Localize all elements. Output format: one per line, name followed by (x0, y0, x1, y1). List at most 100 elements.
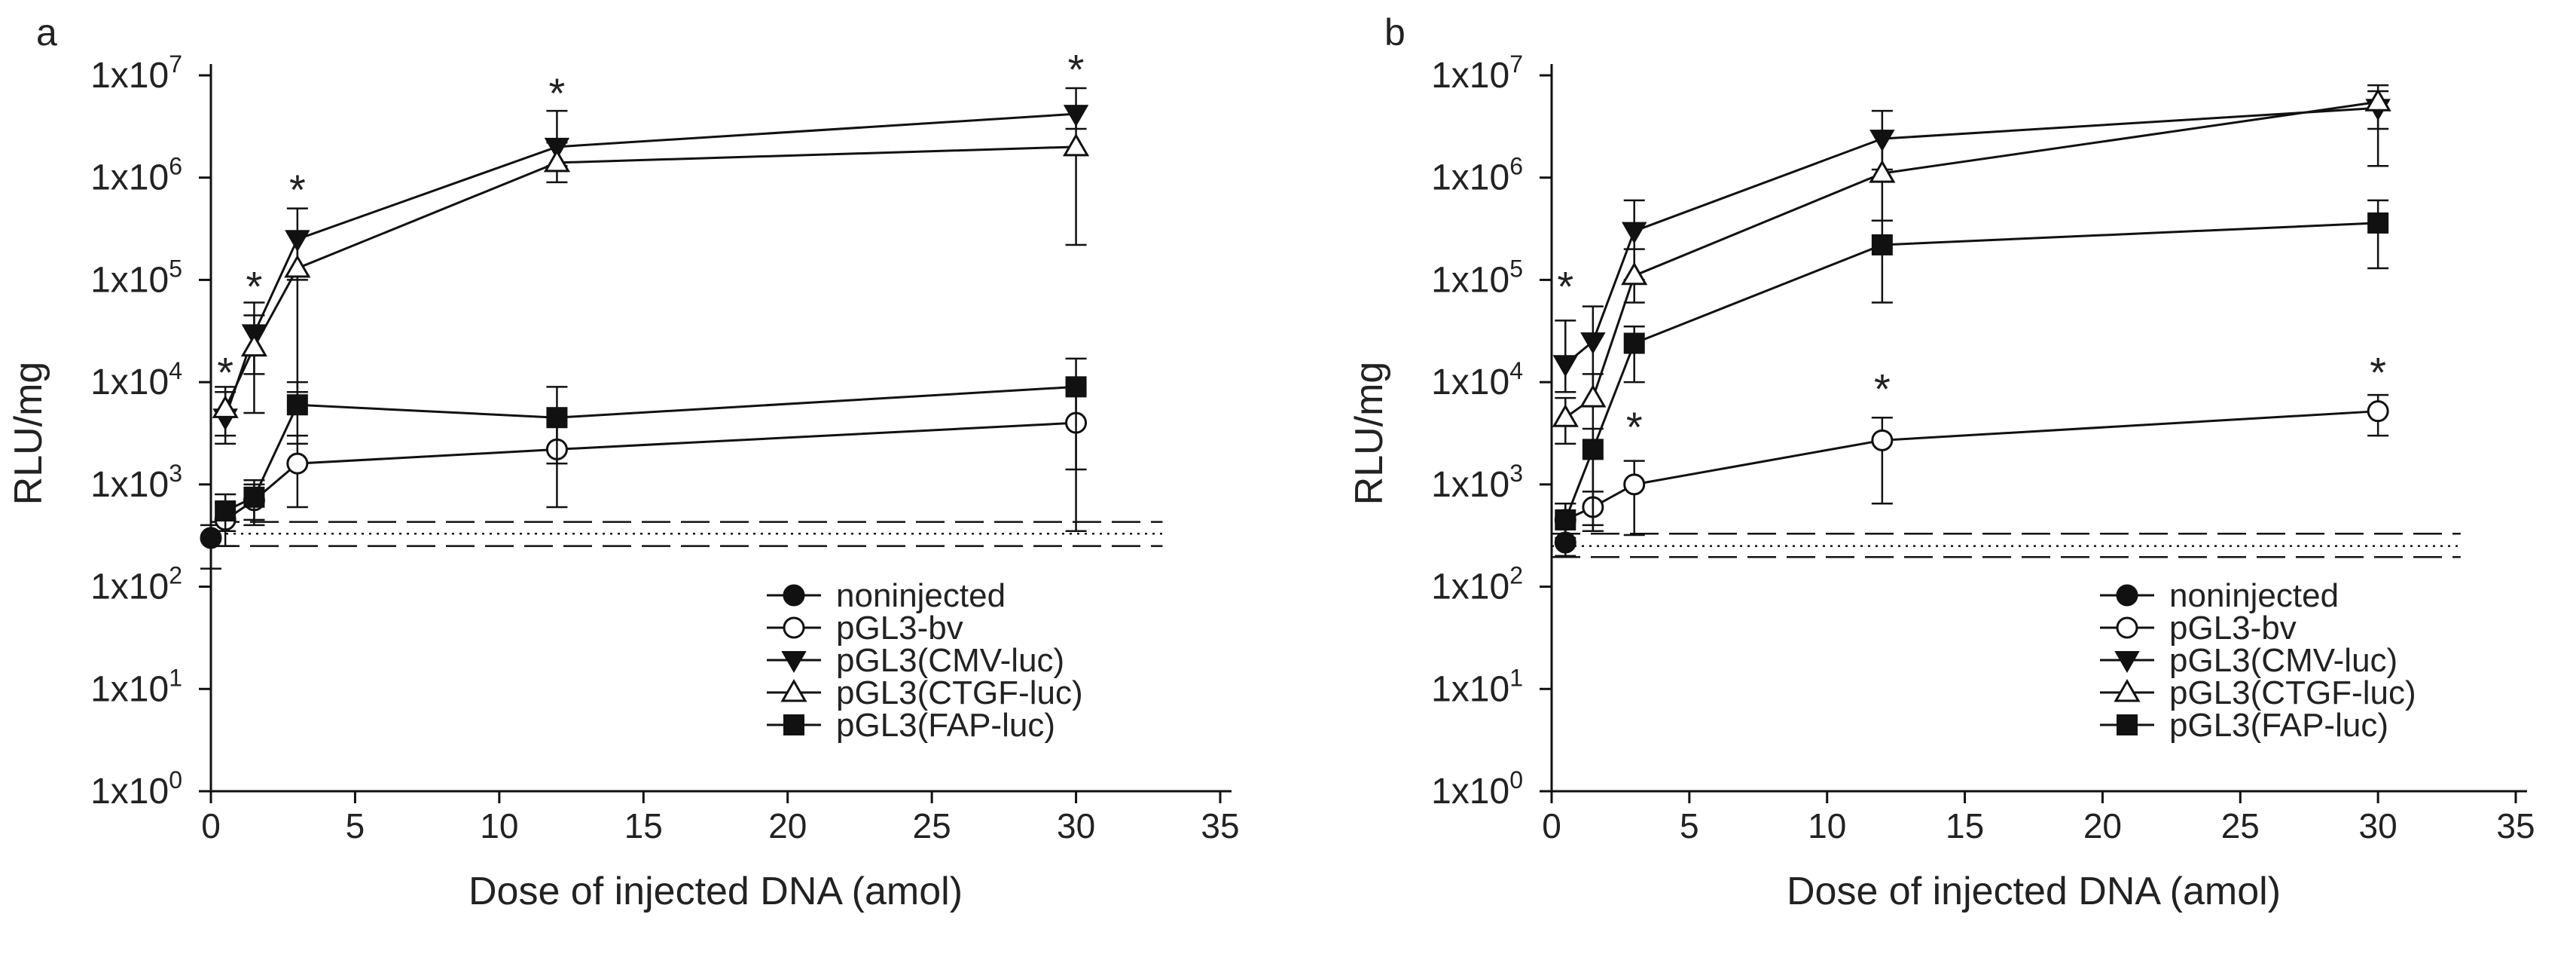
data-point (1579, 384, 1607, 408)
x-tick-label: 20 (768, 806, 807, 845)
legend-marker (783, 584, 805, 607)
y-tick-label: 1x103 (90, 460, 182, 505)
x-tick-label: 20 (2083, 806, 2122, 845)
y-tick-label: 1x105 (1431, 255, 1523, 300)
data-point (1552, 404, 1579, 427)
significance-marker: * (217, 349, 233, 396)
data-point (1552, 355, 1579, 378)
data-point (2367, 212, 2389, 234)
legend-marker (780, 678, 807, 702)
significance-marker: * (1626, 403, 1643, 451)
legend-marker (2116, 584, 2138, 607)
x-axis-label: Dose of injected DNA (amol) (469, 870, 963, 913)
x-tick-label: 30 (1057, 806, 1095, 845)
series-line (224, 145, 1076, 410)
legend-label: pGL3(CMV-luc) (836, 642, 1064, 679)
significance-marker: * (1874, 365, 1891, 412)
legend-marker (781, 651, 807, 674)
data-point (1623, 332, 1645, 354)
data-point (1580, 332, 1606, 355)
legend-label: pGL3(CTGF-luc) (836, 674, 1083, 711)
data-point (2364, 88, 2391, 112)
x-tick-label: 15 (1946, 806, 1984, 845)
y-tick-label: 1x104 (90, 357, 182, 402)
x-tick-label: 0 (201, 806, 221, 845)
x-tick-label: 10 (1808, 806, 1846, 845)
legend-marker (2114, 678, 2141, 702)
data-point (543, 148, 571, 173)
series-pGL3(CMV-luc) (1552, 90, 2391, 406)
x-tick-label: 35 (2496, 806, 2535, 845)
significance-marker: * (246, 263, 263, 310)
data-point (1871, 429, 1894, 451)
data-point (2367, 400, 2389, 423)
y-tick-label: 1x104 (1431, 357, 1523, 402)
panel-label: a (36, 11, 57, 54)
y-axis-label: RLU/mg (1348, 362, 1391, 506)
data-point (1555, 509, 1576, 530)
series-pGL3(FAP-luc) (1555, 199, 2389, 540)
legend-label: noninjected (2169, 577, 2339, 614)
legend-label: pGL3(CMV-luc) (2169, 642, 2397, 679)
x-axis-label: Dose of injected DNA (amol) (1787, 870, 2281, 913)
legend-marker (2116, 616, 2138, 639)
series-pGL3(CTGF-luc) (212, 105, 1090, 437)
legend-marker (2117, 714, 2138, 735)
y-tick-label: 1x103 (1431, 460, 1523, 505)
y-tick-label: 1x107 (90, 50, 182, 96)
y-tick-label: 1x106 (90, 153, 182, 198)
data-point (215, 500, 237, 522)
data-point (1582, 439, 1604, 460)
data-point (1062, 133, 1090, 157)
series-line (1564, 100, 2379, 419)
data-point (1871, 234, 1893, 255)
significance-marker: * (289, 166, 306, 213)
data-point (240, 333, 268, 357)
data-point (1621, 222, 1647, 244)
significance-marker: * (1557, 263, 1573, 310)
legend-label: pGL3(FAP-luc) (2169, 707, 2388, 744)
y-tick-label: 1x107 (1431, 50, 1523, 96)
chart-panel-b: b 0 5 10 15 20 25 30 35 1x100 1x101 1x102 1x103 1x104… (1348, 11, 2535, 913)
y-tick-label: 1x101 (1431, 664, 1523, 709)
series-line (1564, 106, 2379, 365)
data-point (1621, 261, 1648, 286)
significance-marker: * (2370, 349, 2386, 396)
chart-panel-a: a 0 5 10 15 20 25 30 35 1x100 1x101 1x102 1x103 1x104… (7, 11, 1240, 913)
y-tick-label: 1x105 (90, 255, 182, 300)
data-point (286, 394, 308, 416)
data-point (1065, 376, 1087, 398)
panel-label: b (1384, 11, 1406, 54)
y-axis-label: RLU/mg (7, 362, 50, 506)
series-line (1564, 410, 2379, 521)
legend-marker (783, 616, 805, 639)
legend-marker (2114, 651, 2140, 674)
y-tick-label: 1x106 (1431, 153, 1523, 198)
series-pGL3(FAP-luc) (215, 357, 1087, 532)
y-tick-label: 1x101 (90, 664, 182, 709)
series-line (224, 385, 1076, 512)
y-tick-label: 1x100 (90, 766, 182, 812)
significance-marker: * (1068, 45, 1085, 93)
data-point (1869, 160, 1896, 183)
series-line (224, 421, 1076, 521)
x-tick-label: 30 (2359, 806, 2397, 845)
x-tick-label: 10 (480, 806, 518, 845)
x-tick-label: 25 (2221, 806, 2260, 845)
data-point (1623, 473, 1646, 496)
significance-marker: * (549, 69, 566, 117)
x-tick-label: 15 (624, 806, 663, 845)
y-tick-label: 1x102 (1431, 562, 1523, 607)
data-point (286, 452, 309, 475)
y-tick-label: 1x100 (1431, 766, 1523, 812)
x-tick-label: 5 (1680, 806, 1699, 845)
legend-marker (783, 714, 804, 735)
x-tick-label: 35 (1201, 806, 1239, 845)
data-point (212, 395, 239, 418)
data-point (546, 407, 568, 429)
x-tick-label: 0 (1542, 806, 1561, 845)
data-point (200, 527, 222, 549)
legend: noninjectedpGL3-bvpGL3(CMV-luc)pGL3(CTGF… (767, 577, 1083, 744)
